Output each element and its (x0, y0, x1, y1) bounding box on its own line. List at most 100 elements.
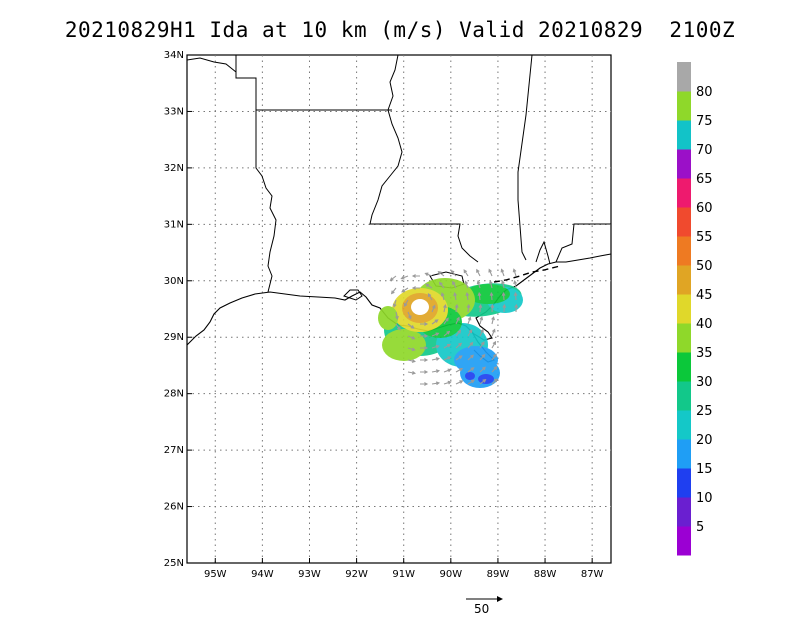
reference-vector-label: 50 (474, 602, 489, 616)
colorbar-label: 30 (696, 375, 713, 390)
wind-vector-arrow (431, 304, 436, 313)
axis-tick-labels: 95W 94W 93W 92W 91W 90W 89W 88W 87W 34N 33N 32N 31N 3… (164, 50, 604, 580)
wind-vector-arrow (478, 303, 483, 313)
wind-vector-arrow (455, 316, 460, 325)
barrier-islands (493, 265, 561, 283)
colorbar-segment (677, 120, 691, 150)
wind-vector-arrow (476, 268, 481, 277)
lat-tick-label: 33N (164, 106, 184, 117)
wind-vector-arrow (431, 332, 440, 337)
colorbar-segment (677, 497, 691, 527)
colorbar-segment (677, 207, 691, 237)
wind-vector-arrow (453, 292, 458, 301)
lat-tick-label: 34N (164, 50, 184, 61)
colorbar-label: 35 (696, 346, 713, 361)
wind-vector-arrow (466, 303, 471, 313)
wind-vector-arrow (425, 283, 433, 289)
wind-vector-arrow (455, 355, 463, 361)
colorbar-segment (677, 236, 691, 266)
wind-vector-arrow (401, 287, 409, 293)
wind-vector-arrow (476, 280, 481, 289)
wind-vector-arrow (502, 303, 507, 313)
colorbar-label: 80 (696, 85, 713, 100)
lon-tick-label: 95W (204, 569, 227, 580)
lon-tick-label: 92W (345, 569, 368, 580)
wind-vector-arrow (455, 368, 464, 373)
wind-vector-arrow (488, 280, 493, 289)
wind-vector-arrow (407, 370, 417, 375)
wind-vector-arrow (512, 268, 517, 277)
wind-vector-arrow (491, 353, 497, 361)
lat-tick-label: 29N (164, 332, 184, 343)
wind-vector-arrow (491, 328, 496, 337)
wind-vector-arrow (395, 323, 401, 331)
wind-vector-arrow (491, 340, 497, 349)
lon-tick-label: 89W (487, 569, 510, 580)
wind-vector-arrow (420, 334, 429, 338)
lat-tick-label: 27N (164, 445, 184, 456)
wind-vector-arrow (465, 291, 470, 301)
wind-vector-arrow (440, 292, 445, 301)
wind-vectors (389, 268, 519, 386)
wind-vector-arrow (437, 271, 445, 277)
wind-vector-arrow (455, 329, 462, 337)
wind-vector-arrow (467, 367, 475, 373)
wind-vector-arrow (479, 341, 485, 349)
wind-vector-arrow (443, 343, 452, 349)
colorbar-segment (677, 439, 691, 469)
colorbar-segment (677, 323, 691, 353)
colorbar-label: 45 (696, 288, 713, 303)
lon-tick-label: 90W (440, 569, 463, 580)
wind-vector-arrow (443, 304, 447, 313)
colorbar-label: 10 (696, 491, 713, 506)
wind-vector-arrow (420, 370, 429, 374)
wind-vector-arrow (400, 275, 409, 280)
colorbar-segment (677, 265, 691, 295)
colorbar-label: 70 (696, 143, 713, 158)
wind-vector-arrow (420, 322, 429, 326)
lat-tick-label: 25N (164, 558, 184, 569)
ms-al-border (517, 55, 533, 261)
wind-vector-arrow (488, 268, 493, 277)
wind-vector-arrow (479, 366, 486, 373)
reference-vector: 50 (466, 596, 503, 616)
tx-la-border (235, 55, 277, 293)
lon-tick-label: 87W (581, 569, 604, 580)
wind-vector-arrow (467, 354, 475, 361)
lat-tick-label: 26N (164, 502, 184, 513)
wind-vector-arrow (500, 268, 505, 277)
wind-vector-arrow (407, 359, 416, 363)
fl-border (555, 223, 611, 263)
wind-vector-arrow (455, 342, 463, 349)
red-river-border (187, 57, 237, 73)
wind-vector-arrow (395, 311, 399, 320)
wind-vector-arrow (443, 356, 452, 361)
colorbar-segment (677, 91, 691, 121)
wind-vector-arrow (424, 272, 433, 277)
lat-tick-label: 31N (164, 219, 184, 230)
colorbar-label: 25 (696, 404, 713, 419)
wind-vector-arrow (467, 316, 472, 325)
colorbar-label: 5 (696, 520, 704, 535)
wind-vector-arrow (463, 269, 469, 277)
wind-vector-arrow (390, 287, 397, 295)
colorbar-segment (677, 149, 691, 179)
colorbar-segment (677, 178, 691, 208)
wind-vector-arrow (403, 299, 409, 308)
color-legend: 5 10 15 20 25 30 35 40 45 50 55 60 65 70 75 80 (677, 62, 713, 556)
wind-vector-arrow (431, 369, 441, 374)
wind-vector-arrow (491, 365, 498, 373)
wind-vector-arrow (467, 379, 475, 385)
wind-vector-arrow (455, 380, 464, 385)
wind-vector-arrow (420, 346, 429, 350)
colorbar-label: 50 (696, 259, 713, 274)
wind-vector-arrow (479, 378, 487, 385)
wind-vector-arrow (513, 280, 517, 289)
wind-vector-arrow (420, 382, 429, 386)
colorbar-segment (677, 294, 691, 324)
wind-vector-arrow (491, 316, 495, 325)
wind-vector-arrow (490, 303, 495, 313)
lon-tick-label: 93W (298, 569, 321, 580)
wind-vector-arrow (431, 357, 440, 361)
